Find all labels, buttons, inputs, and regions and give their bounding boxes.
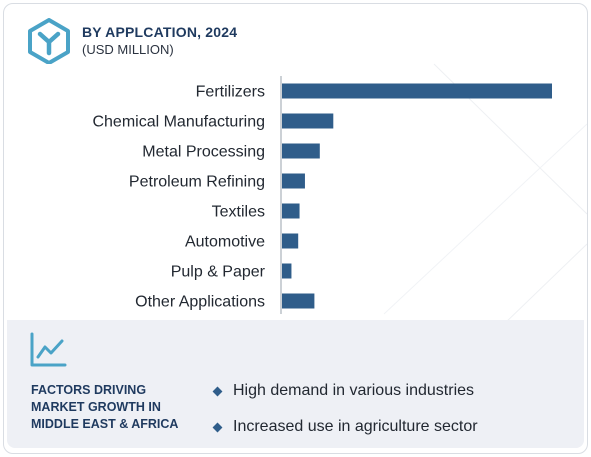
infographic-card: BY APPLCATION, 2024 (USD MILLION) Fertil… (3, 3, 588, 454)
category-label: Chemical Manufacturing (92, 114, 265, 131)
bar (282, 173, 305, 189)
bar (282, 203, 300, 219)
factors-title: FACTORS DRIVING MARKET GROWTH IN MIDDLE … (31, 382, 211, 433)
factors-panel: FACTORS DRIVING MARKET GROWTH IN MIDDLE … (7, 320, 584, 448)
trend-line-icon (30, 332, 67, 367)
factors-title-line-1: FACTORS DRIVING (31, 383, 147, 397)
factor-item-text: Increased use in agriculture sector (233, 418, 478, 435)
factor-item: High demand in various industries (212, 373, 478, 409)
factors-title-line-3: MIDDLE EAST & AFRICA (31, 417, 179, 431)
bar (282, 293, 315, 309)
bar (282, 263, 292, 279)
diamond-bullet-icon (212, 386, 223, 396)
bar-chart: Fertilizers Chemical Manufacturing Metal P… (92, 76, 552, 314)
bar (282, 233, 299, 249)
chart-subtitle: (USD MILLION) (82, 42, 174, 57)
category-label: Textiles (212, 204, 265, 221)
category-label: Fertilizers (196, 84, 265, 101)
category-label: Pulp & Paper (171, 264, 266, 281)
brand-hexagon-y-icon (28, 18, 70, 64)
category-label: Automotive (185, 234, 265, 251)
bar (282, 113, 334, 129)
factor-item: Increased use in agriculture sector (212, 409, 478, 445)
factor-item-text: High demand in various industries (233, 382, 475, 399)
category-label: Other Applications (135, 294, 265, 311)
category-label: Metal Processing (142, 144, 265, 161)
factors-list: High demand in various industries Increa… (212, 373, 478, 445)
bar (282, 83, 552, 99)
category-label: Petroleum Refining (129, 174, 265, 191)
bar (282, 143, 320, 159)
factors-title-line-2: MARKET GROWTH IN (31, 400, 161, 414)
chart-title: BY APPLCATION, 2024 (82, 24, 238, 40)
diamond-bullet-icon (212, 422, 223, 432)
